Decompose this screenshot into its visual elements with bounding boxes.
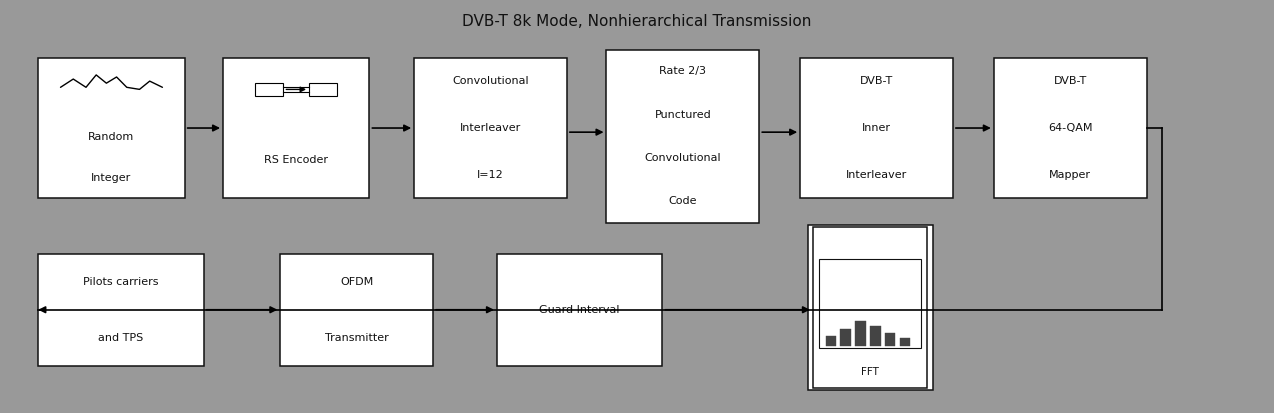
Text: Convolutional: Convolutional <box>645 153 721 163</box>
Text: DVB-T: DVB-T <box>860 76 893 86</box>
FancyBboxPatch shape <box>414 58 567 198</box>
Bar <box>841 329 851 346</box>
FancyBboxPatch shape <box>808 225 933 390</box>
FancyBboxPatch shape <box>606 50 759 223</box>
Text: and TPS: and TPS <box>98 332 144 343</box>
FancyBboxPatch shape <box>994 58 1147 198</box>
Text: Guard Interval: Guard Interval <box>539 305 620 315</box>
Text: Random: Random <box>88 132 135 142</box>
Text: Code: Code <box>669 196 697 206</box>
FancyBboxPatch shape <box>38 58 185 198</box>
FancyBboxPatch shape <box>800 58 953 198</box>
Bar <box>899 338 910 346</box>
Text: DVB-T 8k Mode, Nonhierarchical Transmission: DVB-T 8k Mode, Nonhierarchical Transmiss… <box>462 14 812 29</box>
FancyBboxPatch shape <box>497 254 662 366</box>
Bar <box>870 326 880 346</box>
FancyBboxPatch shape <box>813 227 927 388</box>
FancyBboxPatch shape <box>310 83 336 95</box>
Text: FFT: FFT <box>861 367 879 377</box>
Text: Mapper: Mapper <box>1050 170 1091 180</box>
FancyBboxPatch shape <box>255 83 283 95</box>
Text: Rate 2/3: Rate 2/3 <box>660 66 706 76</box>
Text: OFDM: OFDM <box>340 277 373 287</box>
FancyBboxPatch shape <box>223 58 369 198</box>
Bar <box>826 335 836 346</box>
Text: RS Encoder: RS Encoder <box>264 154 329 165</box>
Text: DVB-T: DVB-T <box>1054 76 1087 86</box>
Text: Integer: Integer <box>92 173 131 183</box>
FancyBboxPatch shape <box>38 254 204 366</box>
Text: I=12: I=12 <box>478 170 503 180</box>
Text: Convolutional: Convolutional <box>452 76 529 86</box>
Text: Punctured: Punctured <box>655 109 711 120</box>
Text: Interleaver: Interleaver <box>460 123 521 133</box>
Text: Pilots carriers: Pilots carriers <box>83 277 159 287</box>
Text: Inner: Inner <box>862 123 891 133</box>
Text: 64-QAM: 64-QAM <box>1049 123 1092 133</box>
Bar <box>855 321 866 346</box>
FancyBboxPatch shape <box>280 254 433 366</box>
Bar <box>885 332 896 346</box>
Text: Interleaver: Interleaver <box>846 170 907 180</box>
FancyBboxPatch shape <box>819 259 921 348</box>
Text: Transmitter: Transmitter <box>325 332 389 343</box>
